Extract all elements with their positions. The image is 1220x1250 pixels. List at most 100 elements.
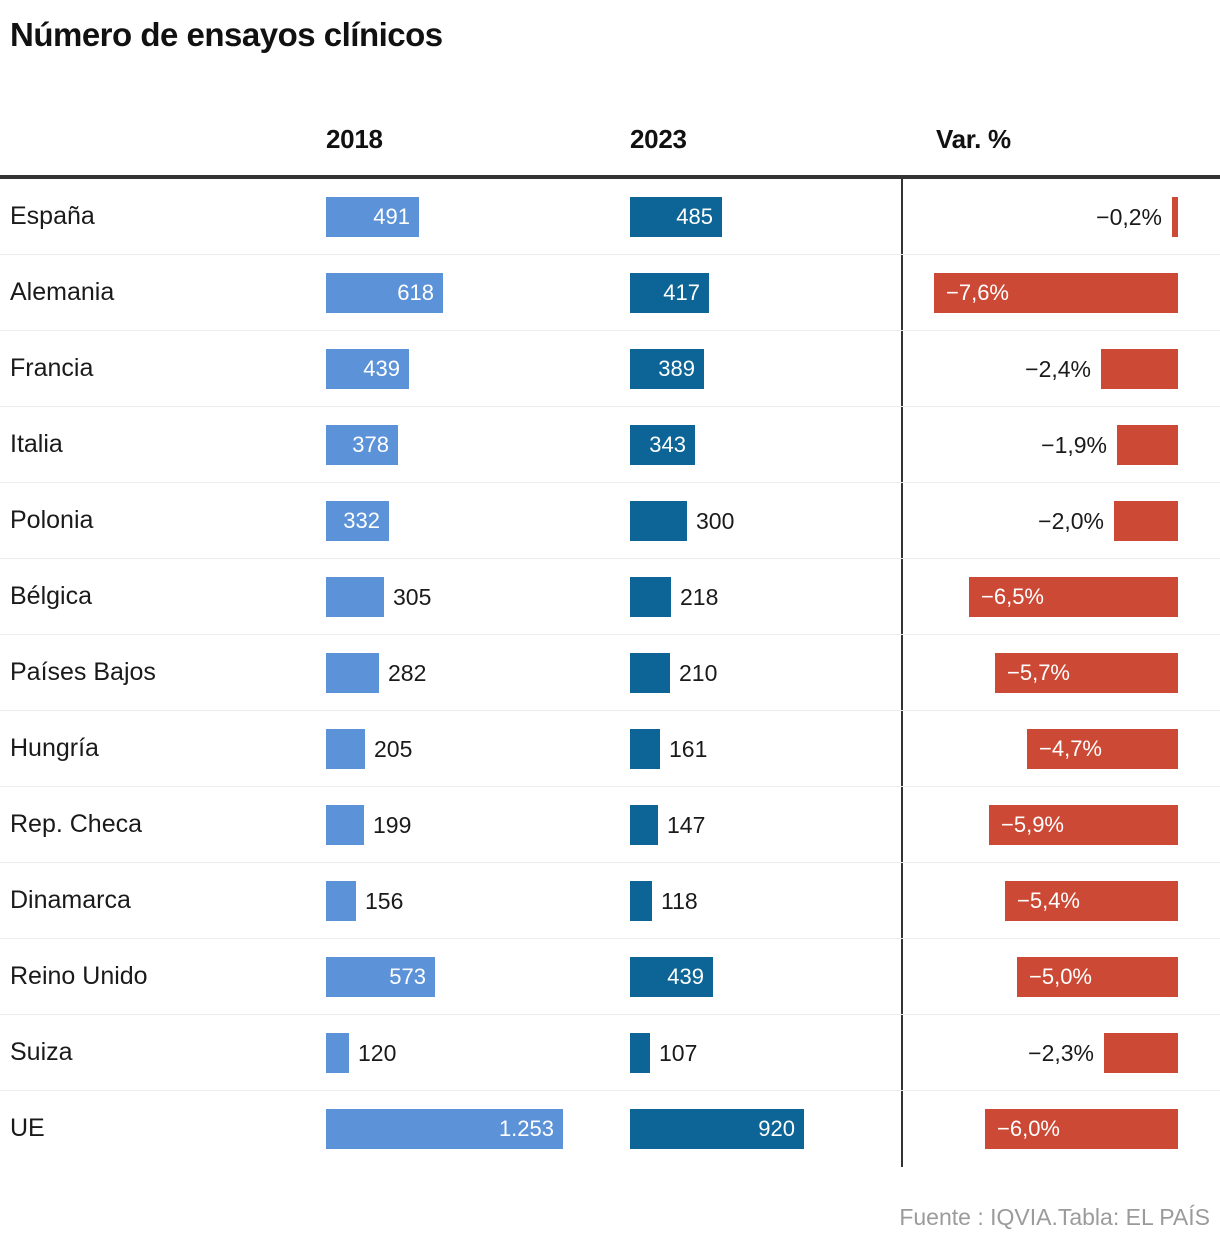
column-header-2023: 2023: [630, 124, 687, 154]
column-header-2018: 2018: [326, 124, 383, 154]
bar-value-label: 118: [661, 888, 698, 914]
country-label: Italia: [10, 430, 63, 458]
bar-var: −6,5%: [969, 577, 1178, 617]
table-row: Francia 439 389 −2,4%: [0, 331, 1220, 407]
bar-value-label: −6,5%: [981, 584, 1044, 609]
country-label: Países Bajos: [10, 658, 156, 686]
bar-value-label: 282: [388, 660, 427, 686]
table-row: Alemania 618 417 −7,6%: [0, 255, 1220, 331]
bar-var: [1114, 501, 1178, 541]
bar-var: [1104, 1033, 1178, 1073]
table-row: Bélgica −6,5% 305 218: [0, 559, 1220, 635]
bar-value-label: −5,9%: [1001, 812, 1064, 837]
bar-2023: [630, 653, 670, 693]
bar-2018: [326, 805, 364, 845]
bar-value-label: 210: [679, 660, 718, 686]
bar-var: −5,9%: [989, 805, 1178, 845]
country-label: Dinamarca: [10, 886, 131, 914]
bar-value-label: −2,4%: [1025, 356, 1091, 382]
bar-value-label: 389: [658, 356, 695, 381]
bar-var: −4,7%: [1027, 729, 1178, 769]
source-credit: Fuente : IQVIA.Tabla: EL PAÍS: [899, 1204, 1210, 1230]
bar-2018: 573: [326, 957, 435, 997]
bar-2023: [630, 1033, 650, 1073]
table-row: Países Bajos −5,7% 282 210: [0, 635, 1220, 711]
country-label: Rep. Checa: [10, 810, 143, 838]
bar-value-label: 107: [659, 1040, 698, 1066]
column-header-var: Var. %: [936, 124, 1011, 154]
table-row: Rep. Checa −5,9% 199 147: [0, 787, 1220, 863]
bar-2023: 439: [630, 957, 713, 997]
bar-2023: 920: [630, 1109, 804, 1149]
bar-value-label: 305: [393, 584, 432, 610]
bar-value-label: 332: [343, 508, 380, 533]
bar-value-label: −5,4%: [1017, 888, 1080, 913]
bar-value-label: 439: [667, 964, 704, 989]
bar-value-label: 161: [669, 736, 708, 762]
bar-var: −5,7%: [995, 653, 1178, 693]
bar-var: −6,0%: [985, 1109, 1178, 1149]
bar-var: −5,4%: [1005, 881, 1178, 921]
bar-2018: [326, 729, 365, 769]
table-row: Suiza 120 107 −2,3%: [0, 1015, 1220, 1091]
header-rule: [0, 175, 1220, 179]
bar-2018: 618: [326, 273, 443, 313]
bar-value-label: −1,9%: [1041, 432, 1107, 458]
bar-value-label: 147: [667, 812, 706, 838]
table-body: España 491 485 −0,2% Alemania 618 417 −7…: [0, 179, 1220, 1167]
bar-2023: [630, 729, 660, 769]
country-label: Bélgica: [10, 582, 92, 610]
bar-value-label: 120: [358, 1040, 397, 1066]
bar-value-label: −0,2%: [1096, 204, 1162, 230]
bar-value-label: 156: [365, 888, 404, 914]
table-row: Polonia 332 300 −2,0%: [0, 483, 1220, 559]
bar-2018: [326, 577, 384, 617]
bar-2023: 343: [630, 425, 695, 465]
bar-2018: [326, 881, 356, 921]
bar-2023: 417: [630, 273, 709, 313]
bar-value-label: 1.253: [498, 1116, 554, 1141]
bar-value-label: −2,3%: [1028, 1040, 1094, 1066]
bar-value-label: −6,0%: [997, 1116, 1060, 1141]
bar-2023: 485: [630, 197, 722, 237]
table-row: UE 1.253 920 −6,0%: [0, 1091, 1220, 1167]
bar-2018: [326, 653, 379, 693]
bar-var: [1101, 349, 1178, 389]
bar-2023: [630, 577, 671, 617]
bar-value-label: 439: [363, 356, 400, 381]
table-row: Italia 378 343 −1,9%: [0, 407, 1220, 483]
bar-var: −7,6%: [934, 273, 1178, 313]
bar-value-label: 300: [696, 508, 735, 534]
bar-var: [1172, 197, 1178, 237]
bar-value-label: 417: [663, 280, 700, 305]
bar-value-label: 618: [397, 280, 434, 305]
bar-2018: 439: [326, 349, 409, 389]
bar-2018: 491: [326, 197, 419, 237]
bar-value-label: 491: [373, 204, 410, 229]
bar-2023: [630, 805, 658, 845]
country-label: Suiza: [10, 1038, 73, 1066]
bar-2023: [630, 501, 687, 541]
table-row: España 491 485 −0,2%: [0, 179, 1220, 255]
bar-value-label: 378: [352, 432, 389, 457]
bar-value-label: −4,7%: [1039, 736, 1102, 761]
bar-var: [1117, 425, 1178, 465]
bar-value-label: 485: [676, 204, 713, 229]
table-row: Reino Unido 573 439 −5,0%: [0, 939, 1220, 1015]
bar-value-label: −7,6%: [946, 280, 1009, 305]
bar-value-label: 205: [374, 736, 413, 762]
bar-value-label: 573: [389, 964, 426, 989]
bar-value-label: 343: [649, 432, 686, 457]
bar-var: −5,0%: [1017, 957, 1178, 997]
table-row: Hungría −4,7% 205 161: [0, 711, 1220, 787]
table-row: Dinamarca −5,4% 156 118: [0, 863, 1220, 939]
bar-2023: [630, 881, 652, 921]
country-label: España: [10, 202, 95, 230]
chart-title: Número de ensayos clínicos: [10, 16, 443, 53]
country-label: Polonia: [10, 506, 94, 534]
country-label: Hungría: [10, 734, 99, 762]
bar-2023: 389: [630, 349, 704, 389]
bar-value-label: −2,0%: [1038, 508, 1104, 534]
bar-2018: 378: [326, 425, 398, 465]
